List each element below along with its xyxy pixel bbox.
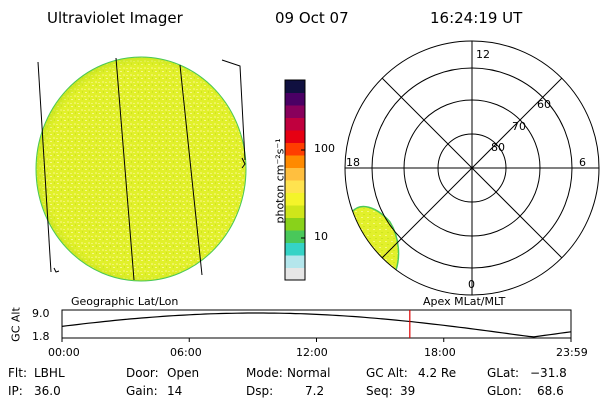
timeline-tick: 06:00 [170,346,202,359]
door-label: Door: [126,366,159,380]
colorbar-segment [285,192,305,206]
timeline-tick: 12:00 [296,346,328,359]
polar-label-0: 0 [468,278,475,291]
time-label: 16:24:19 UT [430,9,523,27]
colorbar-segment [285,217,305,231]
colorbar-segment [285,267,305,281]
mode-value: Normal [287,366,331,380]
polar-label-6: 6 [579,156,586,169]
colorbar-segment [285,155,305,168]
glon-value: 68.6 [537,384,564,398]
dsp-label: Dsp: [246,384,274,398]
colorbar-segment [285,255,305,268]
timeline-tick: 18:00 [424,346,456,359]
polar-label-18: 18 [346,156,360,169]
glon-label: GLon: [487,384,522,398]
seq-value: 39 [400,384,416,398]
filter-label: Flt: [8,366,27,380]
glat-label: GLat: [487,366,520,380]
colorbar-segment [285,242,305,256]
ip-value: 36.0 [34,384,61,398]
polar-lat-80: 80 [491,141,505,154]
glat-value: −31.8 [530,366,567,380]
timeline-ymin: 1.8 [32,330,50,343]
date-label: 09 Oct 07 [275,9,349,27]
gc-alt-label: GC Alt: [366,366,408,380]
colorbar-segment [285,205,305,218]
door-value: Open [167,366,200,380]
colorbar-segment [285,167,305,181]
colorbar-frame [284,79,306,281]
colorbar-segment [285,117,305,131]
gc-alt-value: 4.2 Re [418,366,457,380]
colorbar-tick-100: 100 [314,142,335,155]
seq-label: Seq: [366,384,393,398]
colorbar-tick-10: 10 [314,230,328,243]
polar-lat-70: 70 [512,120,526,133]
ip-label: IP: [8,384,23,398]
colorbar-segment [285,180,305,193]
timeline-right-label: Apex MLat/MLT [423,295,506,308]
timeline-left-label: Geographic Lat/Lon [71,295,179,308]
timeline-tick: 00:00 [48,346,80,359]
colorbar-segment [285,142,305,156]
timeline-ymax: 9.0 [32,307,50,320]
colorbar-segment [285,105,305,118]
colorbar-segment [285,92,305,106]
polar-label-12: 12 [476,48,490,61]
instrument-title: Ultraviolet Imager [47,9,183,27]
colorbar-segment [285,230,305,243]
timeline-tick: 23:59 [556,346,588,359]
dsp-value: 7.2 [305,384,325,398]
gain-value: 14 [167,384,183,398]
filter-value: LBHL [34,366,65,380]
polar-lat-60: 60 [537,98,551,111]
mode-label: Mode: [246,366,283,380]
altitude-curve [61,312,572,338]
colorbar-segment [285,80,305,93]
colorbar-segment [285,130,305,143]
gain-label: Gain: [126,384,158,398]
